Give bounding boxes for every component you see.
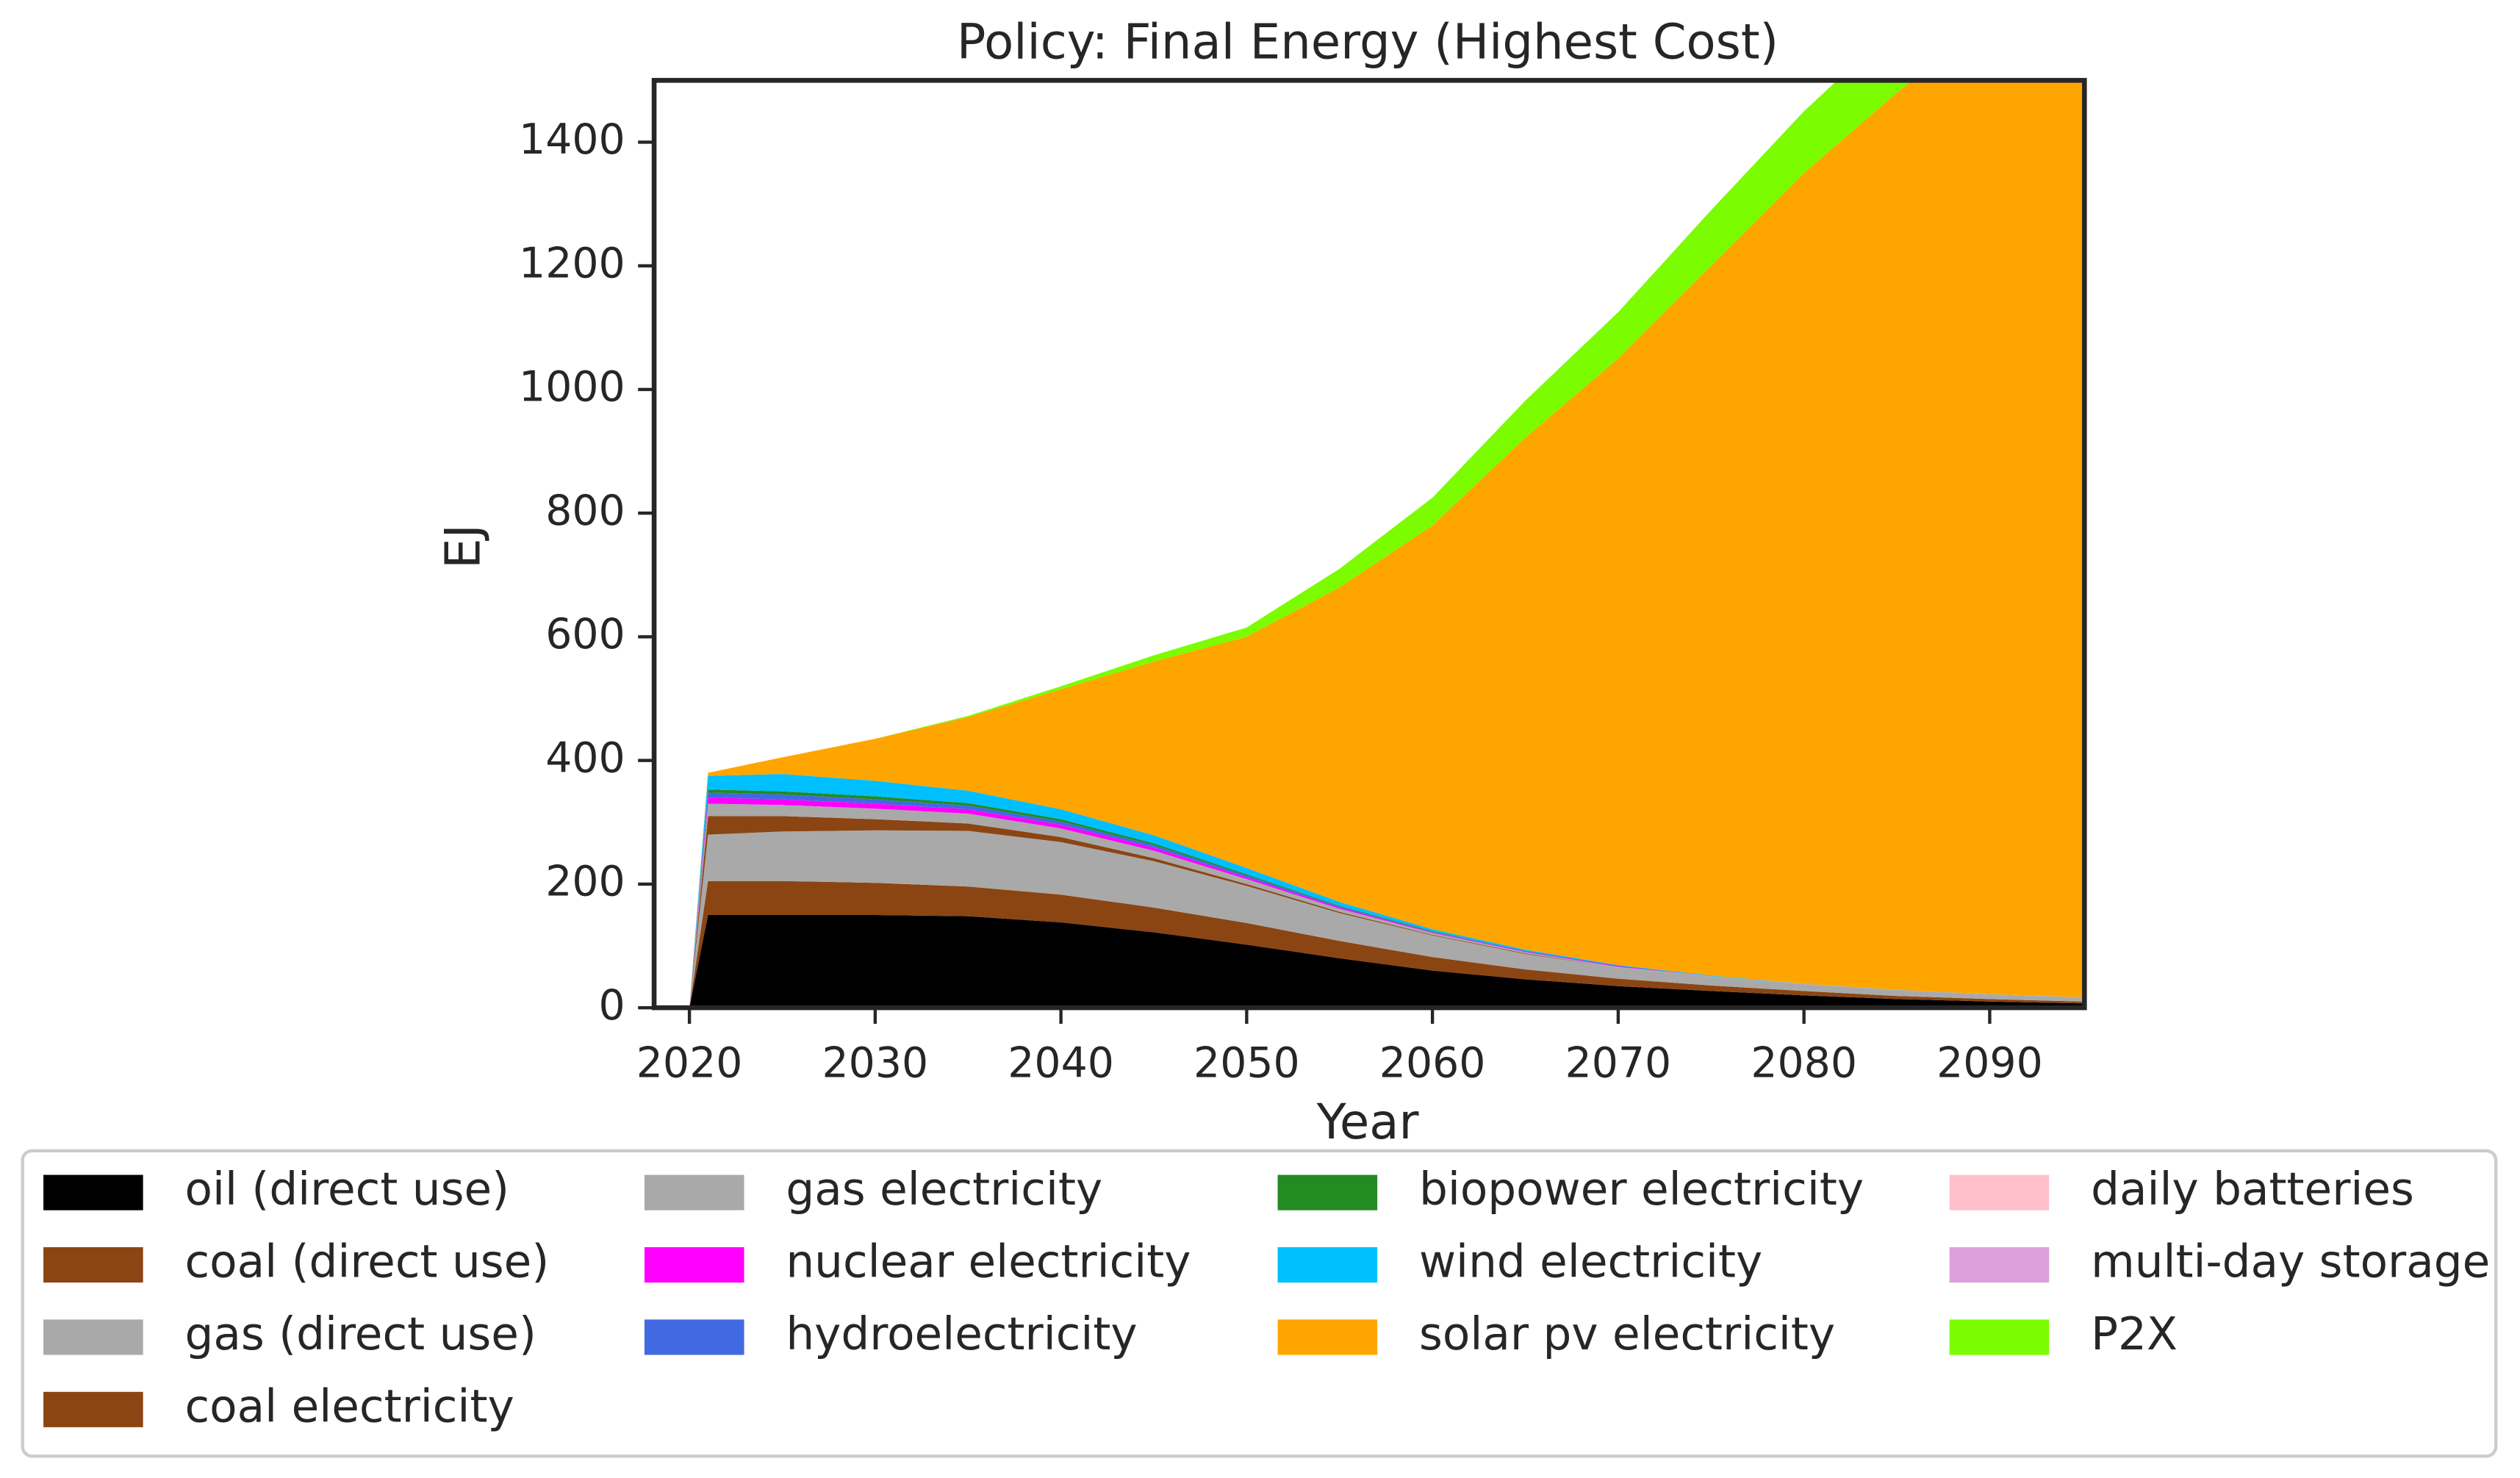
axes-frame: [651, 78, 2087, 1011]
y-axis-label: EJ: [435, 524, 491, 569]
y-tick-label: 200: [545, 858, 625, 906]
area: [689, 830, 2083, 1008]
legend-label: wind electricity: [1419, 1236, 1762, 1288]
area: [689, 80, 2083, 1008]
legend-swatch: [1277, 1319, 1378, 1355]
x-tick-label: 2050: [1193, 1038, 1300, 1087]
y-tick-label: 1000: [519, 363, 625, 412]
legend-swatch: [1277, 1174, 1378, 1210]
legend-label: gas electricity: [786, 1163, 1102, 1216]
legend-label: gas (direct use): [185, 1308, 536, 1360]
legend-label: coal electricity: [185, 1380, 514, 1432]
x-tick-label: 2020: [636, 1038, 743, 1087]
legend-swatch: [43, 1174, 143, 1210]
legend-label: P2X: [2091, 1308, 2178, 1360]
x-tick-label: 2040: [1008, 1038, 1114, 1087]
legend-swatch: [1277, 1246, 1378, 1283]
legend-swatch: [43, 1391, 143, 1427]
legend-label: coal (direct use): [185, 1236, 550, 1288]
y-tick-label: 400: [545, 733, 625, 782]
legend-swatch: [644, 1319, 744, 1355]
area: [689, 914, 2083, 1008]
y-tick-label: 1400: [519, 115, 625, 164]
legend-swatch: [644, 1174, 744, 1210]
legend-label: multi-day storage: [2091, 1236, 2490, 1288]
area: [689, 880, 2083, 1008]
legend-label: hydroelectricity: [786, 1308, 1137, 1360]
legend-label: daily batteries: [2091, 1163, 2414, 1216]
y-tick-label: 800: [545, 487, 625, 535]
legend-swatch: [1949, 1319, 2050, 1355]
x-axis-label: Year: [1316, 1094, 1419, 1150]
legend: [21, 1149, 2498, 1458]
legend-label: oil (direct use): [185, 1163, 510, 1216]
chart-title: Policy: Final Energy (Highest Cost): [957, 14, 1778, 70]
legend-label: solar pv electricity: [1419, 1308, 1835, 1360]
legend-label: biopower electricity: [1419, 1163, 1864, 1216]
legend-label: nuclear electricity: [786, 1236, 1191, 1288]
plot-area: [689, 80, 2083, 1008]
y-tick-label: 600: [545, 610, 625, 659]
legend-swatch: [43, 1319, 143, 1355]
area: [689, 80, 1913, 1008]
legend-swatch: [43, 1246, 143, 1283]
x-tick-label: 2070: [1565, 1038, 1672, 1087]
x-tick-label: 2090: [1936, 1038, 2043, 1087]
legend-swatch: [1949, 1174, 2050, 1210]
x-tick-label: 2080: [1751, 1038, 1857, 1087]
x-tick-label: 2060: [1379, 1038, 1486, 1087]
y-tick-label: 1200: [519, 239, 625, 287]
y-tick-label: 0: [599, 981, 625, 1030]
x-tick-label: 2030: [822, 1038, 929, 1087]
legend-swatch: [644, 1246, 744, 1283]
legend-swatch: [1949, 1246, 2050, 1283]
